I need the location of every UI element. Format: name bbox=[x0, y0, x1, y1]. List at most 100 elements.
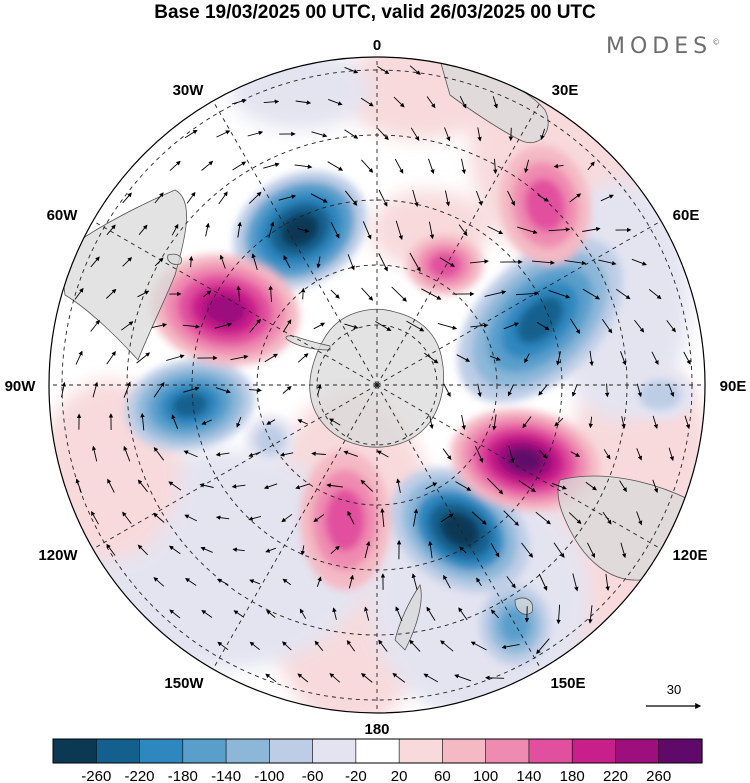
wind-arrow-42 bbox=[248, 191, 262, 204]
wind-arrow-229 bbox=[503, 510, 519, 526]
colorbar-swatch-12 bbox=[571, 738, 617, 764]
lon-label-180: 180 bbox=[364, 721, 389, 738]
wind-arrow-3 bbox=[231, 98, 247, 105]
wind-arrow-119 bbox=[437, 322, 458, 330]
wind-arrow-234 bbox=[106, 543, 116, 556]
anomaly-core-3-4 bbox=[440, 512, 480, 548]
wind-arrow-284 bbox=[346, 639, 356, 652]
wind-arrow-54 bbox=[106, 224, 116, 236]
lon-label-60w: 60W bbox=[47, 207, 79, 224]
wind-arrow-95 bbox=[268, 285, 273, 302]
wind-arrow-4 bbox=[263, 99, 280, 104]
wind-arrow-114 bbox=[282, 319, 292, 333]
wind-arrow-169 bbox=[329, 418, 341, 426]
wind-arrow-197 bbox=[75, 478, 82, 493]
wind-arrow-41 bbox=[218, 191, 228, 205]
wind-arrow-110 bbox=[151, 322, 168, 329]
wind-arrow-189 bbox=[442, 448, 452, 461]
wind-arrow-240 bbox=[300, 545, 306, 556]
colorbar-tick-label-7: 20 bbox=[391, 768, 408, 783]
wind-arrow-266 bbox=[169, 609, 181, 619]
wind-arrow-182 bbox=[183, 450, 198, 458]
wind-arrow-116 bbox=[344, 323, 359, 330]
wind-arrow-62 bbox=[362, 221, 372, 240]
meridian-1 bbox=[376, 100, 542, 386]
wind-arrow-34 bbox=[493, 158, 498, 175]
wind-arrow-147 bbox=[153, 382, 165, 398]
wind-arrow-176 bbox=[621, 416, 626, 429]
anomaly-core-6-4 bbox=[203, 294, 247, 326]
wind-arrow-180 bbox=[123, 445, 131, 462]
wind-arrow-199 bbox=[137, 479, 148, 493]
wind-arrow-49 bbox=[475, 190, 483, 206]
lon-label-90w: 90W bbox=[5, 378, 37, 395]
wind-arrow-198 bbox=[107, 478, 115, 493]
reference-vector-label: 30 bbox=[667, 682, 681, 697]
wind-arrow-130 bbox=[166, 354, 185, 361]
wind-arrow-106 bbox=[615, 288, 631, 300]
colorbar-tick-label-4: -100 bbox=[254, 768, 284, 783]
lon-label-120e: 120E bbox=[672, 547, 707, 564]
wind-arrow-279 bbox=[588, 605, 593, 624]
wind-arrow-188 bbox=[376, 450, 389, 458]
wind-arrow-179 bbox=[91, 445, 98, 462]
wind-arrow-24 bbox=[169, 160, 181, 171]
wind-arrow-172 bbox=[492, 414, 497, 431]
wind-arrow-177 bbox=[652, 415, 658, 429]
colorbar-tick-label-1: -220 bbox=[124, 768, 154, 783]
wind-arrow-184 bbox=[248, 451, 261, 457]
wind-arrow-262 bbox=[506, 576, 516, 589]
wind-arrow-1 bbox=[377, 66, 390, 75]
wind-arrow-170 bbox=[429, 415, 434, 430]
wind-arrow-255 bbox=[282, 578, 292, 586]
wind-arrow-29 bbox=[327, 161, 344, 171]
wind-arrow-137 bbox=[489, 355, 501, 361]
anomaly-core-8-2 bbox=[524, 178, 566, 232]
wind-arrow-158 bbox=[604, 383, 610, 398]
wind-arrow-297 bbox=[454, 674, 472, 682]
wind-arrow-150 bbox=[248, 387, 262, 393]
wind-arrow-221 bbox=[248, 515, 262, 521]
wind-arrow-32 bbox=[428, 158, 435, 175]
wind-arrow-164 bbox=[171, 414, 179, 430]
wind-arrow-72 bbox=[122, 257, 133, 267]
wind-arrow-257 bbox=[348, 574, 354, 589]
brand-text: MODES bbox=[606, 34, 713, 59]
wind-arrow-159 bbox=[636, 383, 642, 398]
wind-arrow-23 bbox=[540, 128, 546, 140]
wind-arrow-139 bbox=[556, 351, 561, 366]
wind-arrow-175 bbox=[588, 416, 594, 429]
wind-arrow-28 bbox=[294, 164, 313, 169]
wind-arrow-154 bbox=[477, 383, 482, 398]
wind-arrow-267 bbox=[201, 609, 213, 618]
wind-arrow-102 bbox=[484, 290, 507, 297]
wind-arrow-171 bbox=[461, 414, 466, 430]
wind-arrow-181 bbox=[153, 446, 165, 461]
wind-arrow-207 bbox=[396, 478, 401, 493]
wind-arrow-231 bbox=[568, 512, 582, 525]
wind-arrow-222 bbox=[281, 513, 293, 523]
wind-arrow-89 bbox=[74, 287, 84, 300]
wind-arrow-47 bbox=[412, 189, 419, 207]
anomaly-cores bbox=[125, 145, 695, 665]
wind-arrow-22 bbox=[508, 127, 514, 142]
anomaly-core-2-4 bbox=[171, 391, 209, 419]
wind-arrow-241 bbox=[330, 545, 340, 555]
wind-vectors bbox=[61, 65, 691, 683]
wind-arrow-283 bbox=[314, 640, 324, 651]
wind-arrow-87 bbox=[598, 259, 617, 266]
wind-arrow-278 bbox=[556, 604, 561, 625]
wind-arrow-282 bbox=[282, 641, 292, 651]
wind-arrow-37 bbox=[587, 161, 595, 171]
wind-arrow-61 bbox=[330, 221, 340, 239]
wind-arrow-246 bbox=[490, 543, 500, 558]
colorbar-tick-label-2: -180 bbox=[168, 768, 198, 783]
wind-arrow-108 bbox=[90, 319, 100, 332]
wind-arrow-55 bbox=[138, 224, 148, 235]
wind-arrow-215 bbox=[652, 479, 659, 494]
wind-arrow-45 bbox=[344, 190, 358, 206]
wind-arrow-288 bbox=[470, 641, 487, 651]
wind-arrow-21 bbox=[477, 127, 482, 142]
land-shape-3 bbox=[59, 189, 187, 361]
